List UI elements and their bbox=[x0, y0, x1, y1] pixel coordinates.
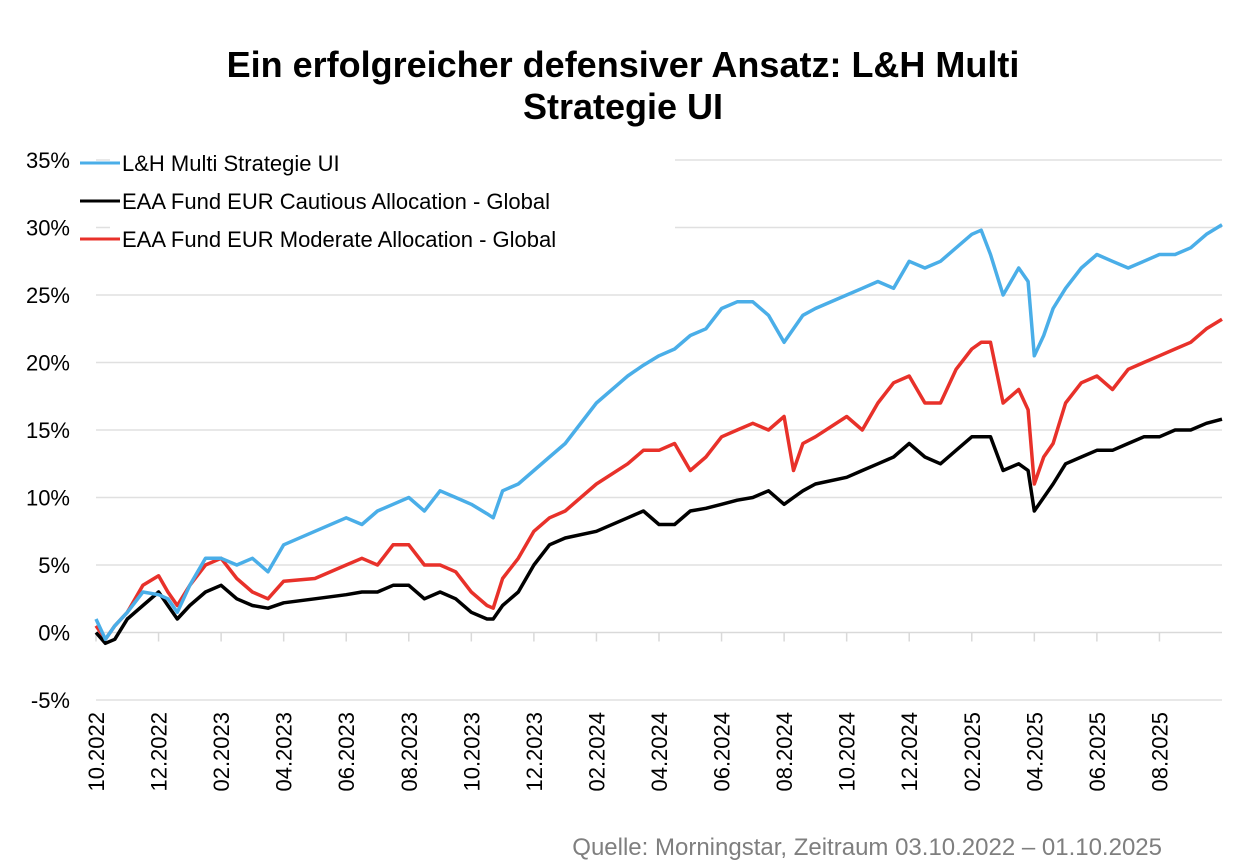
x-tick-label: 10.2022 bbox=[84, 712, 109, 792]
x-tick-label: 10.2023 bbox=[459, 712, 484, 792]
x-tick-label: 08.2025 bbox=[1147, 712, 1172, 792]
y-tick-label: 25% bbox=[26, 283, 70, 308]
legend-item-cautious: EAA Fund EUR Cautious Allocation - Globa… bbox=[80, 189, 550, 214]
series-line-lh-multi bbox=[94, 223, 1223, 642]
y-tick-label: 0% bbox=[38, 621, 70, 646]
x-tick-label: 02.2023 bbox=[209, 712, 234, 792]
source-note: Quelle: Morningstar, Zeitraum 03.10.2022… bbox=[572, 834, 1162, 861]
x-tick-label: 08.2024 bbox=[772, 712, 797, 792]
x-tick-label: 12.2022 bbox=[147, 712, 172, 792]
x-tick-label: 04.2023 bbox=[272, 712, 297, 792]
x-tick-label: 12.2023 bbox=[522, 712, 547, 792]
y-axis-ticks: 35% 30% 25% 20% 15% 10% 5% 0% -5% bbox=[26, 148, 70, 713]
y-tick-label: -5% bbox=[31, 688, 70, 713]
series-line-moderate bbox=[94, 317, 1223, 642]
legend-label-lh-multi: L&H Multi Strategie UI bbox=[122, 151, 340, 176]
x-tick-label: 04.2025 bbox=[1022, 712, 1047, 792]
y-tick-label: 15% bbox=[26, 418, 70, 443]
y-tick-label: 20% bbox=[26, 351, 70, 376]
x-tick-label: 02.2024 bbox=[584, 712, 609, 792]
x-tick-label: 02.2025 bbox=[960, 712, 985, 792]
legend-item-moderate: EAA Fund EUR Moderate Allocation - Globa… bbox=[80, 227, 556, 252]
x-tick-label: 10.2024 bbox=[835, 712, 860, 792]
chart-title-line-2: Strategie UI bbox=[522, 86, 724, 127]
y-tick-label: 30% bbox=[26, 216, 70, 241]
y-tick-label: 5% bbox=[38, 553, 70, 578]
y-tick-label: 35% bbox=[26, 148, 70, 173]
chart-title-line-1: Ein erfolgreicher defensiver Ansatz: L&H… bbox=[226, 44, 1020, 85]
legend-label-cautious: EAA Fund EUR Cautious Allocation - Globa… bbox=[122, 189, 550, 214]
x-tick-label: 08.2023 bbox=[397, 712, 422, 792]
legend-label-moderate: EAA Fund EUR Moderate Allocation - Globa… bbox=[122, 227, 556, 252]
legend-background bbox=[110, 148, 675, 260]
legend-item-lh-multi: L&H Multi Strategie UI bbox=[80, 151, 340, 176]
y-tick-label: 10% bbox=[26, 486, 70, 511]
x-tick-label: 12.2024 bbox=[897, 712, 922, 792]
x-axis-ticks: 10.2022 12.2022 02.2023 04.2023 06.2023 08.20… bbox=[84, 632, 1172, 792]
x-tick-label: 06.2024 bbox=[710, 712, 735, 792]
x-tick-label: 06.2023 bbox=[334, 712, 359, 792]
legend: L&H Multi Strategie UI EAA Fund EUR Caut… bbox=[80, 148, 675, 260]
x-tick-label: 04.2024 bbox=[647, 712, 672, 792]
chart-title: Ein erfolgreicher defensiver Ansatz: L&H… bbox=[0, 44, 1246, 128]
x-tick-label: 06.2025 bbox=[1085, 712, 1110, 792]
series-lines bbox=[94, 223, 1223, 646]
series-line-cautious bbox=[94, 417, 1223, 646]
